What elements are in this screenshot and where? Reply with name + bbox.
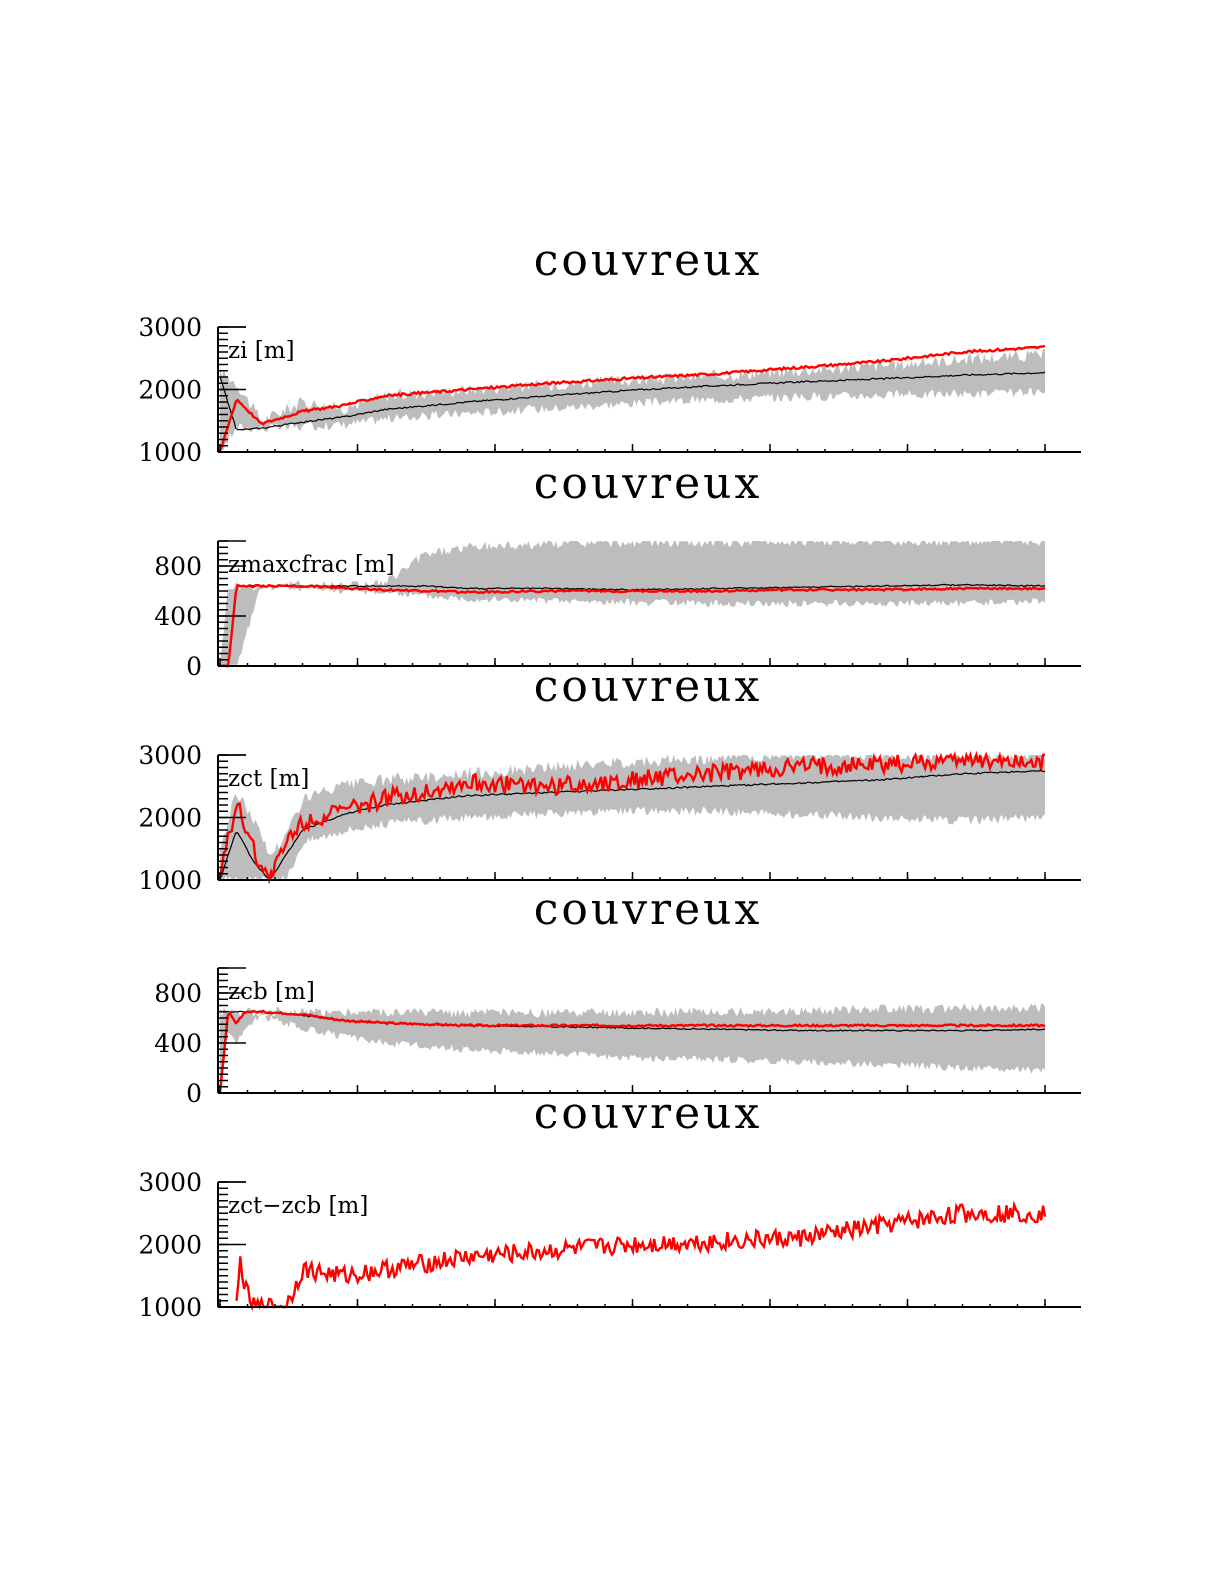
panel-2: couvreux 0 400 800 zmaxcfrac [m]	[154, 458, 1081, 681]
panel-4: couvreux 0 400 800 zcb [m]	[154, 884, 1081, 1108]
y-tick-label: 400	[154, 1029, 202, 1058]
panel-title: couvreux	[534, 1088, 763, 1139]
y-tick-label: 3000	[138, 313, 202, 342]
ref-line	[218, 344, 1046, 452]
ref-line	[218, 1009, 1046, 1093]
spread-band	[220, 1003, 1045, 1092]
y-tick-label: 3000	[138, 1168, 202, 1197]
panel-label: zct−zcb [m]	[228, 1193, 368, 1219]
y-tick-label: 3000	[138, 741, 202, 770]
y-tick-label: 0	[186, 652, 202, 681]
panel-1: couvreux 1000 2000 3000 zi [m]	[138, 235, 1081, 467]
y-tick-label: 1000	[138, 1293, 202, 1322]
y-tick-label: 2000	[138, 1231, 202, 1260]
ref-line	[235, 1200, 1047, 1312]
y-tick-label: 1000	[138, 438, 202, 467]
mean-line	[219, 769, 1046, 881]
ref-line	[219, 583, 1046, 668]
panel-title: couvreux	[534, 661, 763, 712]
panel-label: zi [m]	[228, 338, 295, 364]
y-tick-label: 0	[186, 1079, 202, 1108]
mean-line	[219, 371, 1046, 431]
spread-band	[220, 541, 1045, 666]
y-tick-label: 2000	[138, 376, 202, 405]
panel-label: zmaxcfrac [m]	[228, 552, 395, 578]
y-tick-label: 800	[154, 979, 202, 1008]
y-tick-label: 800	[154, 552, 202, 581]
panel-label: zct [m]	[228, 766, 309, 792]
panel-label: zcb [m]	[228, 979, 315, 1005]
y-tick-label: 1000	[138, 866, 202, 895]
panel-title: couvreux	[534, 235, 763, 286]
y-tick-label: 2000	[138, 804, 202, 833]
panel-5: couvreux 1000 2000 3000 zct−zcb [m]	[138, 1088, 1081, 1322]
ref-line	[218, 750, 1045, 885]
panel-title: couvreux	[534, 884, 763, 935]
spread-band	[220, 349, 1045, 450]
panel-title: couvreux	[534, 458, 763, 509]
panel-3: couvreux 1000 2000 3000 zct [m]	[138, 661, 1081, 895]
y-tick-label: 400	[154, 602, 202, 631]
